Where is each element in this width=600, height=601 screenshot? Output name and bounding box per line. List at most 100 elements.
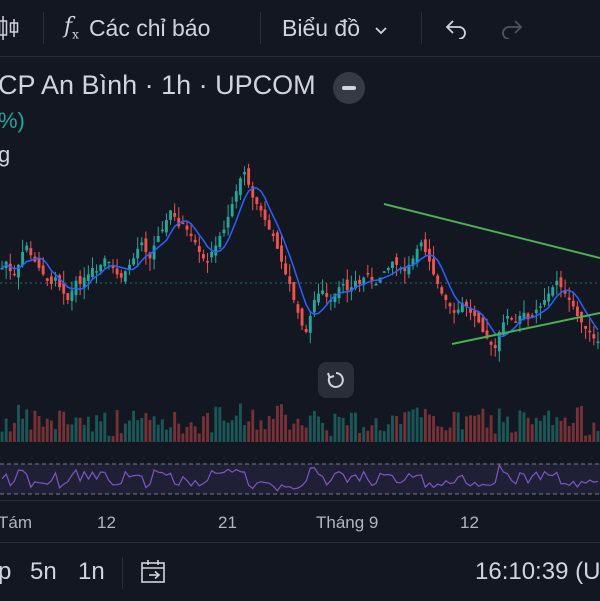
chevron-down-icon	[374, 15, 388, 42]
volume-bar	[271, 419, 275, 442]
candle-body	[86, 274, 90, 281]
moving-average-line	[1, 187, 599, 338]
candle-body	[226, 216, 230, 228]
volume-bar	[0, 431, 4, 442]
candle-body	[341, 284, 345, 286]
volume-bar	[358, 433, 362, 442]
volume-bar	[263, 429, 267, 442]
volume-bar	[78, 417, 82, 442]
candle-body	[37, 257, 41, 268]
volume-bar	[280, 404, 283, 442]
candle-body	[481, 317, 485, 332]
volume-bar	[210, 432, 214, 442]
volume-bar	[588, 434, 592, 442]
candle-body	[534, 309, 538, 314]
candle-body	[78, 276, 82, 284]
candle-body	[62, 282, 66, 294]
volume-bar	[382, 431, 386, 442]
volume-bar	[399, 423, 403, 442]
candle-body	[160, 229, 164, 232]
candle-body	[288, 276, 292, 284]
range-5d-button[interactable]: 5n	[30, 558, 57, 585]
candle-body	[469, 307, 472, 313]
candle-body	[362, 277, 366, 286]
candle-body	[312, 300, 316, 313]
rsi-band	[0, 464, 600, 494]
volume-bar	[489, 415, 493, 442]
volume-bar	[54, 429, 57, 442]
candle-body	[284, 263, 288, 275]
legend-sub-label: g	[0, 142, 11, 167]
volume-bar	[395, 415, 399, 442]
volume-bar	[173, 412, 177, 442]
volume-bar	[148, 419, 152, 442]
volume-bar	[501, 422, 505, 442]
volume-bar	[559, 420, 563, 442]
candle-body	[185, 225, 189, 230]
volume-bar	[17, 404, 20, 442]
candle-body	[206, 260, 209, 263]
rsi-line	[1, 463, 598, 492]
time-axis-label: Tám	[0, 513, 32, 532]
candle-body	[584, 326, 588, 329]
candle-body	[17, 264, 20, 278]
candle-body	[538, 306, 542, 308]
candle-body	[349, 287, 353, 292]
volume-bar	[329, 435, 333, 442]
candle-body	[395, 257, 399, 265]
candle-body	[49, 276, 53, 284]
candle-body	[588, 330, 592, 333]
range-1d-button[interactable]: 1n	[78, 558, 105, 585]
collapse-legend-button[interactable]	[333, 72, 365, 104]
price-chart[interactable]	[0, 57, 600, 498]
volume-bar	[115, 410, 119, 442]
volume-bar	[543, 415, 546, 442]
volume-bar	[165, 429, 168, 442]
lower-trendline	[451, 312, 600, 345]
candle-body	[571, 300, 575, 307]
reset-chart-button[interactable]	[318, 362, 354, 398]
candle-body	[275, 232, 279, 249]
indicators-button[interactable]: fx Các chỉ báo	[64, 0, 210, 56]
candle-body	[547, 293, 551, 302]
volume-bar	[91, 431, 94, 442]
volume-bar	[349, 412, 353, 442]
candle-body	[354, 280, 357, 289]
volume-bar	[140, 418, 144, 442]
candle-body	[165, 220, 168, 233]
chart-canvas[interactable]	[0, 57, 600, 498]
volume-bar	[300, 425, 304, 442]
volume-bar	[538, 420, 542, 442]
volume-bar	[526, 417, 530, 442]
volume-bar	[407, 411, 411, 442]
clock: 16:10:39 (U	[475, 558, 600, 585]
volume-bar	[469, 415, 472, 442]
candle-body	[132, 258, 135, 265]
redo-icon[interactable]	[500, 0, 524, 56]
volume-bar	[440, 426, 444, 442]
volume-bar	[596, 431, 600, 442]
bottom-bar: p 5n 1n 16:10:39 (U	[0, 542, 600, 601]
candle-body	[107, 261, 111, 264]
chart-type-button[interactable]: Biểu đồ	[282, 0, 388, 56]
candle-body	[514, 321, 518, 323]
candle-body	[267, 220, 271, 230]
candle-body	[411, 258, 415, 266]
candle-body	[103, 258, 107, 267]
candles-chart-icon[interactable]	[0, 0, 20, 56]
candle-body	[234, 191, 238, 202]
candle-body	[173, 212, 177, 217]
candle-body	[419, 242, 423, 247]
volume-bar	[111, 436, 115, 442]
go-to-date-icon[interactable]	[140, 543, 168, 601]
volume-bar	[448, 427, 452, 442]
volume-bar	[345, 425, 349, 442]
volume-bar	[214, 406, 218, 442]
candle-body	[251, 186, 255, 198]
volume-bar	[304, 427, 308, 442]
undo-icon[interactable]	[444, 0, 468, 56]
volume-bar	[21, 418, 25, 442]
candle-body	[169, 210, 172, 220]
volume-bar	[62, 411, 66, 442]
range-button[interactable]: p	[0, 558, 12, 585]
